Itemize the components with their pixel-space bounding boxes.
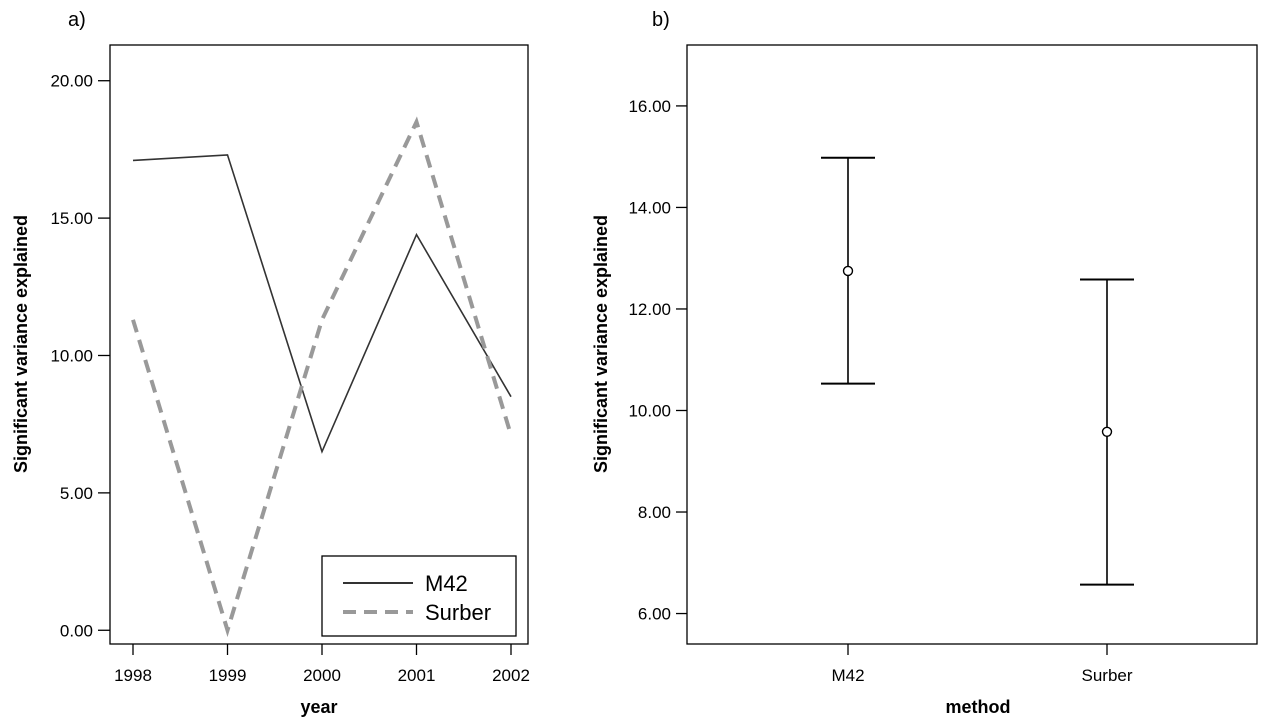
panel-b: b) 6.00 8.00 10.00 12.00 14.00 16.00 M42 Surbe… — [591, 9, 1258, 717]
panel-b-y-tick-label: 6.00 — [638, 605, 671, 624]
legend-box — [321, 555, 517, 637]
panel-a-x-tick-label: 1998 — [114, 666, 152, 685]
panel-b-y-tick-label: 12.00 — [628, 300, 671, 319]
panel-a: a) 0.00 5.00 10.00 15.00 20.00 1998 1999 2000 2… — [11, 9, 530, 717]
panel-a-y-tick-label: 15.00 — [50, 209, 93, 228]
panel-a-y-title: Significant variance explained — [11, 215, 31, 473]
panel-a-x-tick-label: 2000 — [303, 666, 341, 685]
panel-a-y-tick-label: 10.00 — [50, 346, 93, 365]
panel-b-y-tick-label: 10.00 — [628, 401, 671, 420]
panel-b-frame — [686, 44, 1258, 645]
panel-a-x-tick-label: 1999 — [209, 666, 247, 685]
legend: M42 Surber — [321, 555, 517, 637]
panel-a-frame — [109, 44, 529, 645]
mean-marker-surber — [1101, 426, 1113, 438]
panel-a-x-title: year — [300, 697, 337, 717]
series-line-m42 — [132, 154, 512, 454]
panel-b-label: b) — [652, 9, 670, 31]
panel-b-x-tick-label: Surber — [1081, 666, 1132, 685]
panel-b-y-tick-label: 16.00 — [628, 97, 671, 116]
series-line-surber — [131, 116, 513, 638]
legend-label-m42: M42 — [425, 571, 468, 596]
panel-a-label: a) — [68, 9, 86, 31]
panel-b-y-tick-label: 8.00 — [638, 503, 671, 522]
panel-b-y-title: Significant variance explained — [591, 215, 611, 473]
panel-b-y-tick-label: 14.00 — [628, 198, 671, 217]
panel-a-series — [131, 116, 513, 638]
legend-label-surber: Surber — [425, 600, 491, 625]
panel-a-x-tick-label: 2001 — [398, 666, 436, 685]
panel-a-y-tick-label: 0.00 — [60, 621, 93, 640]
panel-a-x-axis: 1998 1999 2000 2001 2002 — [114, 644, 530, 685]
panel-a-y-tick-label: 5.00 — [60, 484, 93, 503]
panel-b-x-axis: M42 Surber — [831, 644, 1133, 685]
panel-b-x-title: method — [946, 697, 1011, 717]
panel-b-y-axis: 6.00 8.00 10.00 12.00 14.00 16.00 — [628, 97, 687, 624]
panel-a-y-tick-label: 20.00 — [50, 72, 93, 91]
panel-a-x-tick-label: 2002 — [492, 666, 530, 685]
panel-a-y-axis: 0.00 5.00 10.00 15.00 20.00 — [50, 72, 110, 640]
panel-b-x-tick-label: M42 — [831, 666, 864, 685]
mean-marker-m42 — [842, 265, 854, 277]
panel-b-errorbars — [821, 156, 1134, 586]
